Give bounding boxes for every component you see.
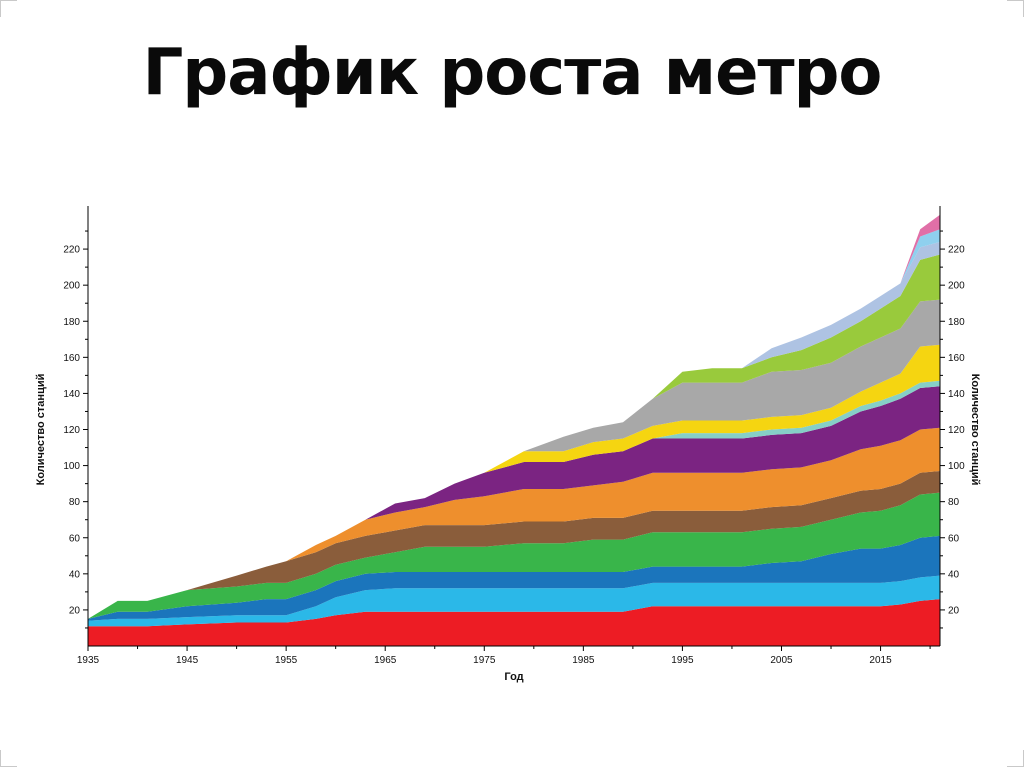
slide-corner-mark: [1007, 0, 1024, 17]
x-tick-label: 1965: [374, 655, 397, 666]
x-tick-label: 1935: [77, 655, 100, 666]
area-red: [88, 599, 940, 646]
y-tick-label-right: 40: [948, 569, 960, 580]
y-tick-label-right: 140: [948, 389, 965, 400]
y-tick-label-right: 60: [948, 533, 960, 544]
y-tick-label-right: 100: [948, 461, 965, 472]
area-orange: [88, 427, 940, 619]
metro-chart-svg: Количество станций Количество станций Год 2…: [35, 206, 981, 683]
area-dark-blue: [88, 535, 940, 621]
y-tick-label-left: 220: [63, 245, 80, 256]
y-tick-label-right: 20: [948, 605, 960, 616]
y-tick-label-left: 80: [69, 497, 81, 508]
y-tick-label-left: 200: [63, 281, 80, 292]
area-light-blue: [88, 575, 940, 627]
y-tick-label-left: 160: [63, 353, 80, 364]
y-tick-label-right: 180: [948, 317, 965, 328]
y-tick-label-left: 180: [63, 317, 80, 328]
x-tick-label: 1995: [671, 655, 694, 666]
y-tick-label-right: 160: [948, 353, 965, 364]
area-green: [88, 492, 940, 619]
y-tick-label-left: 40: [69, 569, 81, 580]
y-tick-label-right: 120: [948, 425, 965, 436]
y-tick-label-left: 60: [69, 533, 81, 544]
area-purple: [88, 386, 940, 619]
y-tick-label-left: 140: [63, 389, 80, 400]
y-tick-label-right: 200: [948, 281, 965, 292]
x-tick-label: 1975: [473, 655, 496, 666]
slide-title: График роста метро: [142, 36, 883, 110]
metro-growth-chart: Количество станций Количество станций Год 2…: [30, 198, 985, 698]
x-tick-label: 1985: [572, 655, 595, 666]
x-tick-label: 1955: [275, 655, 298, 666]
y-axis-title-left: Количество станций: [35, 374, 47, 486]
slide-corner-mark: [1007, 750, 1024, 767]
slide-corner-mark: [0, 0, 17, 17]
tick-marks-and-labels: 20 20 40 40 60 60 80 80 100 100 120 120 140 140 160 160…: [63, 230, 965, 666]
x-axis-title: Год: [504, 671, 523, 683]
y-axis-title-right: Количество станций: [969, 374, 981, 486]
x-tick-label: 2005: [770, 655, 793, 666]
y-tick-label-right: 220: [948, 245, 965, 256]
slide-corner-mark: [0, 750, 17, 767]
y-tick-label-right: 80: [948, 497, 960, 508]
y-tick-label-left: 20: [69, 605, 81, 616]
x-tick-label: 1945: [176, 655, 199, 666]
x-tick-label: 2015: [869, 655, 892, 666]
y-tick-label-left: 100: [63, 461, 80, 472]
y-tick-label-left: 120: [63, 425, 80, 436]
axes: Количество станций Количество станций Год: [35, 206, 981, 683]
stacked-areas: [88, 214, 940, 646]
